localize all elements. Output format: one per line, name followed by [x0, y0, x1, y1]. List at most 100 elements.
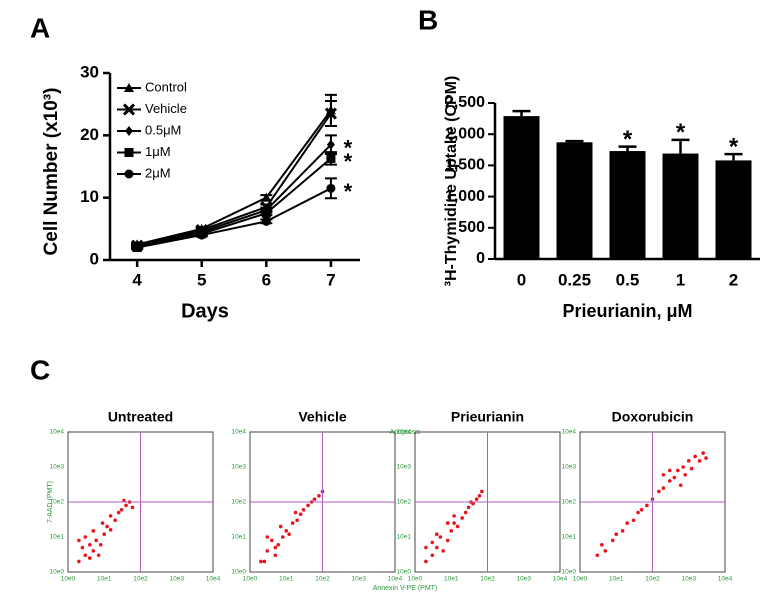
event-dot [667, 479, 672, 483]
event-dot [610, 538, 615, 543]
x-tick-label: 1 [676, 270, 685, 289]
event-dot [91, 529, 96, 533]
marker [125, 126, 133, 136]
event-dot [273, 553, 278, 558]
event-dot [108, 528, 113, 532]
event-dot [600, 542, 604, 547]
y-tick-label: 20 [80, 125, 99, 144]
x-tick-label: 4 [132, 270, 142, 289]
event-dot [77, 559, 81, 564]
x-tick-label: 10e2 [133, 576, 148, 583]
event-dot [474, 497, 479, 502]
event-dot [273, 545, 278, 550]
event-dot [100, 521, 105, 525]
event-dot [625, 521, 629, 525]
y-tick-label: 10e0 [50, 569, 65, 576]
event-dot [466, 505, 471, 510]
y-tick-label: 10 [80, 187, 99, 206]
event-dot [603, 549, 608, 553]
event-dot [306, 503, 310, 508]
y-tick-label: 10e2 [562, 499, 577, 506]
event-dot [278, 524, 283, 529]
marker [122, 103, 136, 116]
event-dot [91, 549, 96, 553]
event-dot [88, 542, 92, 547]
x-tick-label: 6 [262, 270, 271, 289]
event-dot [116, 510, 121, 515]
y-tick-label: 10e0 [232, 569, 247, 576]
bar [609, 151, 646, 259]
panel-title: Vehicle [298, 409, 346, 425]
event-dot [661, 472, 666, 477]
y-tick-label: 1,500 [445, 157, 485, 174]
event-dot [636, 510, 640, 515]
event-dot [119, 507, 124, 512]
event-dot [312, 497, 317, 502]
marker [124, 83, 134, 92]
marker [324, 107, 337, 120]
event-dot [686, 459, 691, 463]
panel-title: Prieurianin [451, 409, 524, 425]
y-tick-label: 0 [90, 249, 99, 268]
x-tick-label: 2 [729, 270, 738, 289]
event-dot [477, 494, 482, 498]
event-dot [317, 494, 321, 498]
x-tick-label: 10e1 [97, 576, 112, 583]
marker [124, 148, 134, 157]
y-tick-label: 10e3 [50, 464, 65, 471]
bar [556, 142, 593, 259]
event-dot [113, 518, 117, 523]
x-tick-label: 0.25 [558, 270, 591, 289]
error-bar [618, 145, 637, 152]
panel-label: C [30, 354, 50, 385]
marker [261, 208, 271, 218]
x-tick-label: 10e1 [609, 576, 624, 583]
bar [715, 160, 752, 259]
event-dot [122, 498, 126, 503]
x-tick-label: 10e4 [553, 576, 568, 583]
event-dot [645, 503, 649, 508]
event-dot [80, 545, 85, 550]
y-tick-label: 10e1 [397, 534, 412, 541]
event-dot [94, 538, 99, 543]
legend-label: 2μM [145, 165, 171, 180]
x-tick-label: 10e3 [682, 576, 697, 583]
legend-label: Vehicle [145, 101, 187, 116]
event-dot [480, 489, 484, 494]
error-bar [671, 138, 690, 154]
annotation: * [729, 134, 739, 161]
panel-title: Doxorubicin [612, 409, 694, 425]
y-tick-label: 10e2 [232, 499, 247, 506]
x-tick-label: 10e4 [206, 576, 221, 583]
x-tick-label: 10e0 [61, 576, 76, 583]
x-tick-label: 10e0 [573, 576, 588, 583]
event-dot [301, 507, 306, 512]
event-dot [449, 529, 454, 533]
event-dot [284, 529, 289, 533]
event-dot [430, 540, 435, 545]
event-dot [270, 538, 274, 543]
y-tick-label: 10e3 [562, 464, 577, 471]
x-tick-label: 10e2 [480, 576, 495, 583]
x-tick-label: 10e1 [279, 576, 294, 583]
y-tick-label: 10e1 [232, 534, 247, 541]
y-tick-label: 2,500 [445, 94, 485, 111]
y-axis-label: ³H-Thymidine Uptake (CPM) [443, 76, 460, 287]
event-dot [676, 468, 680, 473]
bar [503, 116, 540, 259]
event-dot [693, 454, 697, 459]
event-dot [620, 529, 625, 533]
y-tick-label: 2,000 [445, 125, 485, 142]
event-dot [689, 466, 694, 471]
x-tick-label: 10e2 [645, 576, 660, 583]
marker [261, 216, 271, 226]
event-dot [259, 559, 263, 564]
event-dot [657, 489, 661, 494]
y-tick-label: 30 [80, 62, 99, 81]
x-tick-label: 10e4 [718, 576, 733, 583]
y-tick-label: 10e0 [562, 569, 577, 576]
x-axis-label: Prieurianin, μM [562, 301, 692, 321]
event-dot [424, 545, 428, 550]
event-dot [435, 545, 439, 550]
